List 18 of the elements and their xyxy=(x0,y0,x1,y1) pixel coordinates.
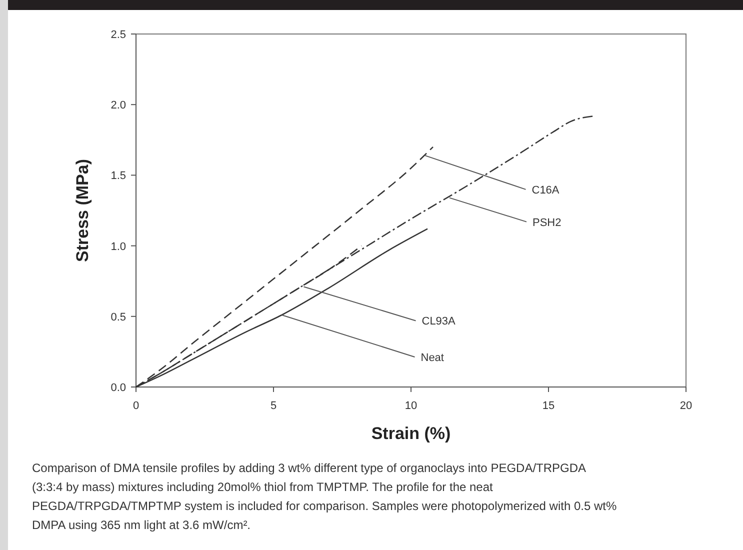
y-tick-label: 1.5 xyxy=(110,170,126,182)
y-tick-label: 2.5 xyxy=(110,29,126,41)
y-tick-label: 0.5 xyxy=(110,311,126,324)
y-tick-label: 1.0 xyxy=(110,240,126,253)
y-axis-title: Stress (MPa) xyxy=(73,159,92,262)
x-tick-label: 20 xyxy=(680,400,692,412)
y-tick-label: 2.0 xyxy=(110,100,126,112)
annotation: CL93A xyxy=(422,316,456,328)
x-tick-label: 10 xyxy=(404,400,418,412)
annotation: PSH2 xyxy=(532,216,562,229)
x-tick-label: 15 xyxy=(542,400,555,412)
x-tick-label: 0 xyxy=(132,400,140,412)
x-tick-label: 5 xyxy=(270,400,277,412)
y-tick-label: 0.0 xyxy=(110,382,126,394)
text: Comparison of DMA tensile profiles by adding 3 wt% different type of organoclays into PEGDA/TRPGDA (3:3:4 by mass) mixtures including 20mol% thiol from TMPTMP. The profile for the neat PEGDA/TRPGDA/TMPTMP system is included for comparison. Samples were photopolymerized with 0.5 wt% DMPA using 365 nm light at 3.6 mW/cm². xyxy=(32,461,617,532)
x-axis-title: Strain (%) xyxy=(371,424,451,443)
annotation: Neat xyxy=(420,352,444,364)
annotation: C16A xyxy=(532,184,560,196)
